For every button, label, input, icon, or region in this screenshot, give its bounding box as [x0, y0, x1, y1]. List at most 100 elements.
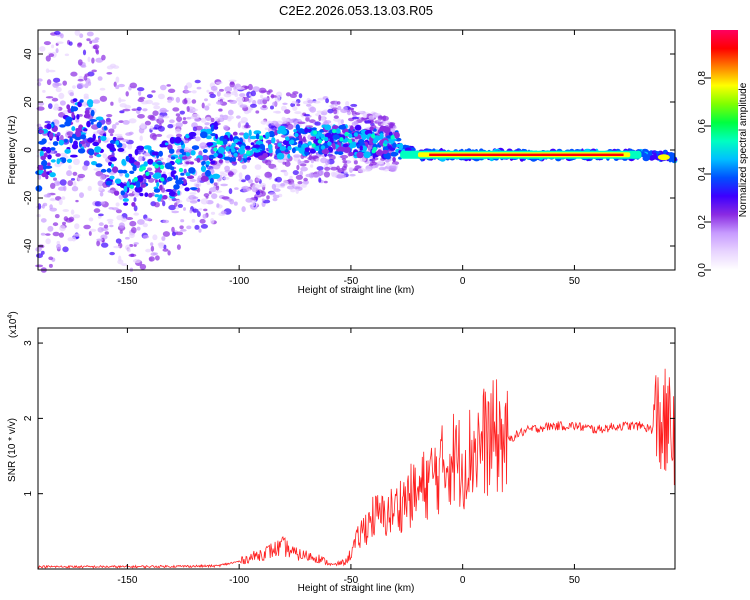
spectrogram-blob	[202, 213, 207, 219]
spectrogram-blob	[232, 131, 238, 136]
spectrogram-blob	[349, 125, 354, 132]
spectrogram-blob	[50, 182, 56, 189]
spectrogram-blob	[117, 259, 124, 265]
spectrogram-blob	[157, 125, 165, 132]
spectrogram-blob	[46, 123, 52, 130]
spectrogram-blob	[47, 69, 56, 73]
spectrogram-blob	[350, 103, 358, 107]
spectrogram-blob	[247, 179, 254, 184]
spectrogram-blob	[211, 193, 218, 200]
spectrogram-blob	[119, 103, 127, 108]
spectrogram-blob	[142, 223, 148, 228]
spectrogram-blob	[324, 166, 331, 171]
spectrogram-blob	[161, 109, 169, 113]
spectrogram-blob	[336, 173, 344, 179]
colorbar-gradient	[711, 30, 738, 270]
spectrogram-blob	[314, 121, 321, 126]
spectrogram-blob	[128, 157, 135, 164]
spectrogram-blob	[55, 48, 59, 54]
spectrogram-blob	[385, 120, 391, 124]
spectrogram-blob	[125, 155, 130, 162]
spectrogram-blob	[146, 94, 153, 99]
spectrogram-blob	[94, 146, 102, 153]
spectrogram-blob	[179, 148, 185, 153]
spectrogram-blob	[175, 158, 181, 163]
spectrogram-blob	[266, 90, 271, 95]
spectrogram-blob	[238, 132, 245, 136]
spectrogram-blob	[238, 172, 243, 179]
spectrogram-blob	[167, 124, 174, 129]
spectrogram-blob	[177, 190, 181, 196]
spectrogram-blob	[174, 202, 178, 207]
spectrogram-blob	[83, 75, 88, 81]
spectrogram-blob	[234, 92, 239, 98]
spectrogram-blob	[255, 133, 260, 140]
colorbar-tick-label: 0.6	[697, 119, 708, 133]
snr-y-tick-label: 3	[23, 340, 34, 346]
spectrogram-blob	[348, 133, 353, 138]
spectrogram-blob	[185, 172, 191, 177]
spectrogram-blob	[115, 76, 120, 83]
spectrogram-blob	[270, 105, 274, 110]
spectrogram-blob	[343, 170, 348, 174]
spectrogram-blob	[285, 136, 290, 141]
spectrogram-blob	[299, 170, 304, 177]
spectrogram-blob	[72, 181, 77, 187]
spectrogram-blob	[260, 120, 268, 125]
spectrogram-blob	[266, 120, 273, 124]
spectrogram-blob	[118, 120, 124, 123]
spectrogram-blob	[286, 123, 294, 130]
spectrogram-blob	[295, 174, 303, 180]
spectrogram-blob	[62, 80, 67, 86]
spectrogram-blob	[180, 219, 185, 223]
spectrogram-blob	[138, 155, 143, 162]
spectrogram-blob	[377, 149, 382, 155]
spectrogram-blob	[117, 147, 125, 152]
colorbar-label: Normalized spectral amplitude	[738, 82, 749, 217]
spectrogram-blob	[253, 151, 261, 158]
spectrogram-blob	[212, 173, 221, 179]
spec-y-tick-label: 0	[23, 147, 34, 153]
spectrogram-blob	[255, 203, 259, 206]
spectrogram-blob	[62, 246, 69, 253]
spectrogram-blob	[668, 158, 673, 163]
spectrogram-blob	[171, 226, 175, 233]
spectrogram-blob	[106, 72, 113, 75]
spectrogram-blob	[71, 186, 79, 192]
spectrogram-blob	[307, 141, 312, 146]
spectrogram-blob	[106, 168, 112, 173]
spectrogram-blob	[71, 143, 79, 150]
spectrogram-blob	[209, 93, 216, 99]
spectrogram-blob	[159, 164, 165, 170]
spectrogram-blob	[216, 101, 223, 105]
spectrogram-blob	[268, 143, 273, 150]
spectrogram-blob	[136, 145, 145, 151]
spectrogram-blob	[131, 108, 138, 111]
spectrogram-blob	[362, 113, 368, 119]
spectrogram-blob	[317, 139, 322, 144]
spectrogram-blob	[72, 85, 76, 89]
spectrogram-blob	[241, 164, 247, 170]
spectrogram-blob	[207, 103, 211, 107]
spectrogram-blob	[168, 204, 177, 211]
spectrogram-blob	[310, 159, 314, 164]
snr-x-tick-label: -100	[229, 575, 249, 586]
spectrogram-blob	[48, 53, 55, 57]
spectrogram-blob	[36, 123, 42, 128]
spectrogram-blob	[48, 103, 53, 109]
spectrogram-blob	[50, 197, 55, 201]
spectrogram-blob	[233, 138, 239, 144]
spectrogram-blob	[186, 106, 190, 112]
spectrogram-blob	[372, 139, 378, 144]
spectrogram-blob	[311, 143, 316, 148]
spectrogram-blob	[299, 163, 307, 167]
spectrogram-blob	[133, 161, 140, 166]
spectrogram-blob	[90, 109, 95, 117]
spectrogram-blob	[298, 93, 303, 99]
spectrogram-blob	[49, 172, 56, 178]
spectrogram-blob	[115, 85, 120, 90]
spectrogram-blob	[77, 42, 83, 46]
spectrogram-blob	[80, 140, 86, 145]
spectrogram-blob	[148, 256, 155, 262]
snr-y-tick-label: 1	[23, 490, 34, 496]
